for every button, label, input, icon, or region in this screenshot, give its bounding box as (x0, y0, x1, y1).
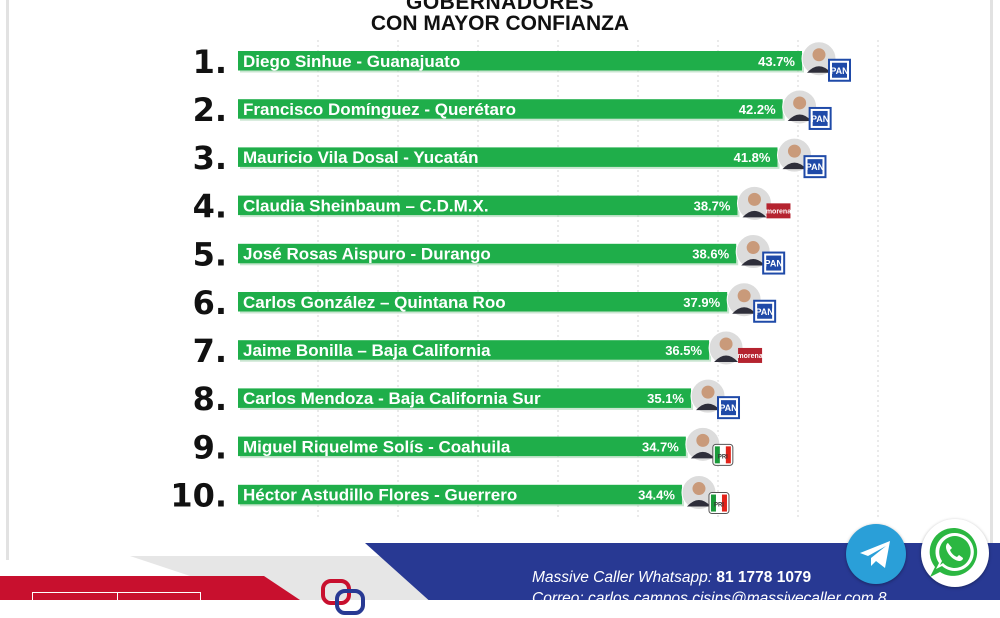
avatar-body-icon (807, 66, 831, 73)
bar-category-label: Diego Sinhue - Guanajuato (243, 52, 460, 71)
pan-logo-fill (766, 255, 782, 271)
bar-category-label: Mauricio Vila Dosal - Yucatán (243, 148, 479, 167)
avatar-body-icon (787, 114, 812, 121)
avatar-body-icon (782, 162, 807, 170)
pri-logo-green (714, 446, 720, 464)
rank-label: 9. (193, 428, 227, 466)
rank-label: 6. (193, 284, 227, 322)
bar-value-label: 38.6% (692, 247, 729, 262)
pan-logo-fill (721, 400, 737, 416)
pri-logo-green (710, 494, 716, 512)
left-frame-line (6, 0, 9, 560)
avatar-face-icon (746, 241, 760, 255)
bar-category-label: Claudia Sheinbaum – C.D.M.X. (243, 196, 489, 215)
footer-red-tab (116, 592, 201, 601)
morena-logo-icon (766, 203, 791, 219)
rank-label: 4. (193, 187, 227, 225)
footer-email[interactable]: Correo: carlos.campos.cisins@massivecall… (532, 590, 887, 607)
avatar-face-icon (747, 192, 761, 206)
bar-category-label: Miguel Riquelme Solís - Coahuila (243, 437, 511, 456)
rank-label: 3. (193, 139, 227, 177)
pan-logo-fill (807, 159, 823, 175)
bar-category-label: Carlos Mendoza - Baja California Sur (243, 389, 541, 408)
rank-label: 10. (170, 477, 227, 515)
party-logo-label: PAN (830, 66, 848, 76)
bar (238, 388, 692, 408)
avatar-face-icon (793, 96, 807, 110)
massive-caller-logo-icon (321, 579, 365, 615)
pri-logo-red (725, 446, 731, 464)
rank-label: 7. (193, 332, 227, 370)
avatar-face-icon (692, 482, 706, 496)
morena-logo-icon (738, 347, 763, 363)
avatar-body-icon (732, 307, 757, 314)
avatar-face-icon (719, 337, 733, 351)
bar (238, 436, 686, 457)
bar (238, 147, 778, 167)
pan-logo-fill (832, 62, 847, 78)
bar-category-label: Carlos González – Quintana Roo (243, 293, 506, 312)
bar-value-label: 35.1% (647, 391, 684, 406)
bar-category-label: Francisco Domínguez - Querétaro (243, 100, 516, 119)
pan-logo-fill (757, 303, 773, 319)
bar (238, 51, 802, 71)
bar-category-label: Jaime Bonilla – Baja California (243, 341, 491, 360)
bar (238, 243, 737, 264)
party-logo-label: morena (766, 208, 791, 215)
avatar-body-icon (741, 259, 766, 266)
chart-title: CON MAYOR CONFIANZA (370, 12, 630, 35)
party-logo-label: PRI (714, 503, 724, 509)
bar-value-label: 38.7% (694, 198, 731, 213)
whatsapp-icon[interactable] (921, 519, 989, 587)
bar-chart: 1. Diego Sinhue - Guanajuato 43.7% PAN 2. Fra… (170, 40, 879, 520)
party-logo-label: PAN (719, 403, 737, 413)
bar-category-label: Héctor Astudillo Flores - Guerrero (243, 486, 517, 505)
pan-logo-fill (812, 110, 828, 126)
rank-label: 2. (193, 91, 227, 129)
bar-value-label: 41.8% (734, 150, 771, 165)
party-logo-label: PAN (811, 114, 829, 124)
footer-contact: Massive Caller Whatsapp: 81 1778 1079 (532, 569, 811, 587)
bar (238, 340, 710, 360)
bar-value-label: 43.7% (758, 54, 795, 69)
avatar-face-icon (787, 144, 801, 158)
bar-category-label: José Rosas Aispuro - Durango (243, 245, 491, 264)
bar (238, 195, 738, 216)
avatar-face-icon (737, 289, 751, 303)
footer-red-tab (32, 592, 118, 601)
rank-label: 5. (193, 236, 227, 274)
avatar-body-icon (696, 403, 721, 411)
party-logo-label: PAN (755, 307, 773, 317)
avatar-face-icon (812, 48, 826, 62)
avatar-body-icon (742, 210, 767, 218)
right-frame-line (990, 0, 993, 560)
bar-value-label: 34.4% (638, 488, 675, 503)
contact-number[interactable]: 81 1778 1079 (716, 569, 812, 586)
bar (238, 484, 682, 505)
bar-value-label: 34.7% (642, 439, 679, 454)
avatar-face-icon (701, 385, 715, 399)
bar-value-label: 36.5% (665, 343, 702, 358)
contact-label: Massive Caller Whatsapp: (532, 569, 713, 586)
bar-value-label: 37.9% (683, 295, 720, 310)
avatar-body-icon (686, 500, 711, 507)
avatar-body-icon (714, 355, 739, 362)
avatar-body-icon (690, 451, 715, 459)
footer-red-band (0, 576, 300, 600)
rank-label: 1. (193, 43, 227, 81)
bar (238, 99, 783, 119)
party-logo-label: PAN (765, 259, 783, 269)
bar-value-label: 42.2% (739, 102, 776, 117)
party-logo-label: morena (737, 353, 762, 360)
chart-title-top: GOBERNADORES (405, 0, 595, 14)
bar (238, 292, 728, 312)
pri-logo-red (721, 494, 727, 512)
rank-label: 8. (193, 380, 227, 418)
avatar-face-icon (696, 433, 710, 447)
telegram-icon[interactable] (846, 524, 906, 584)
party-logo-label: PAN (806, 162, 824, 172)
party-logo-label: PRI (718, 454, 728, 460)
